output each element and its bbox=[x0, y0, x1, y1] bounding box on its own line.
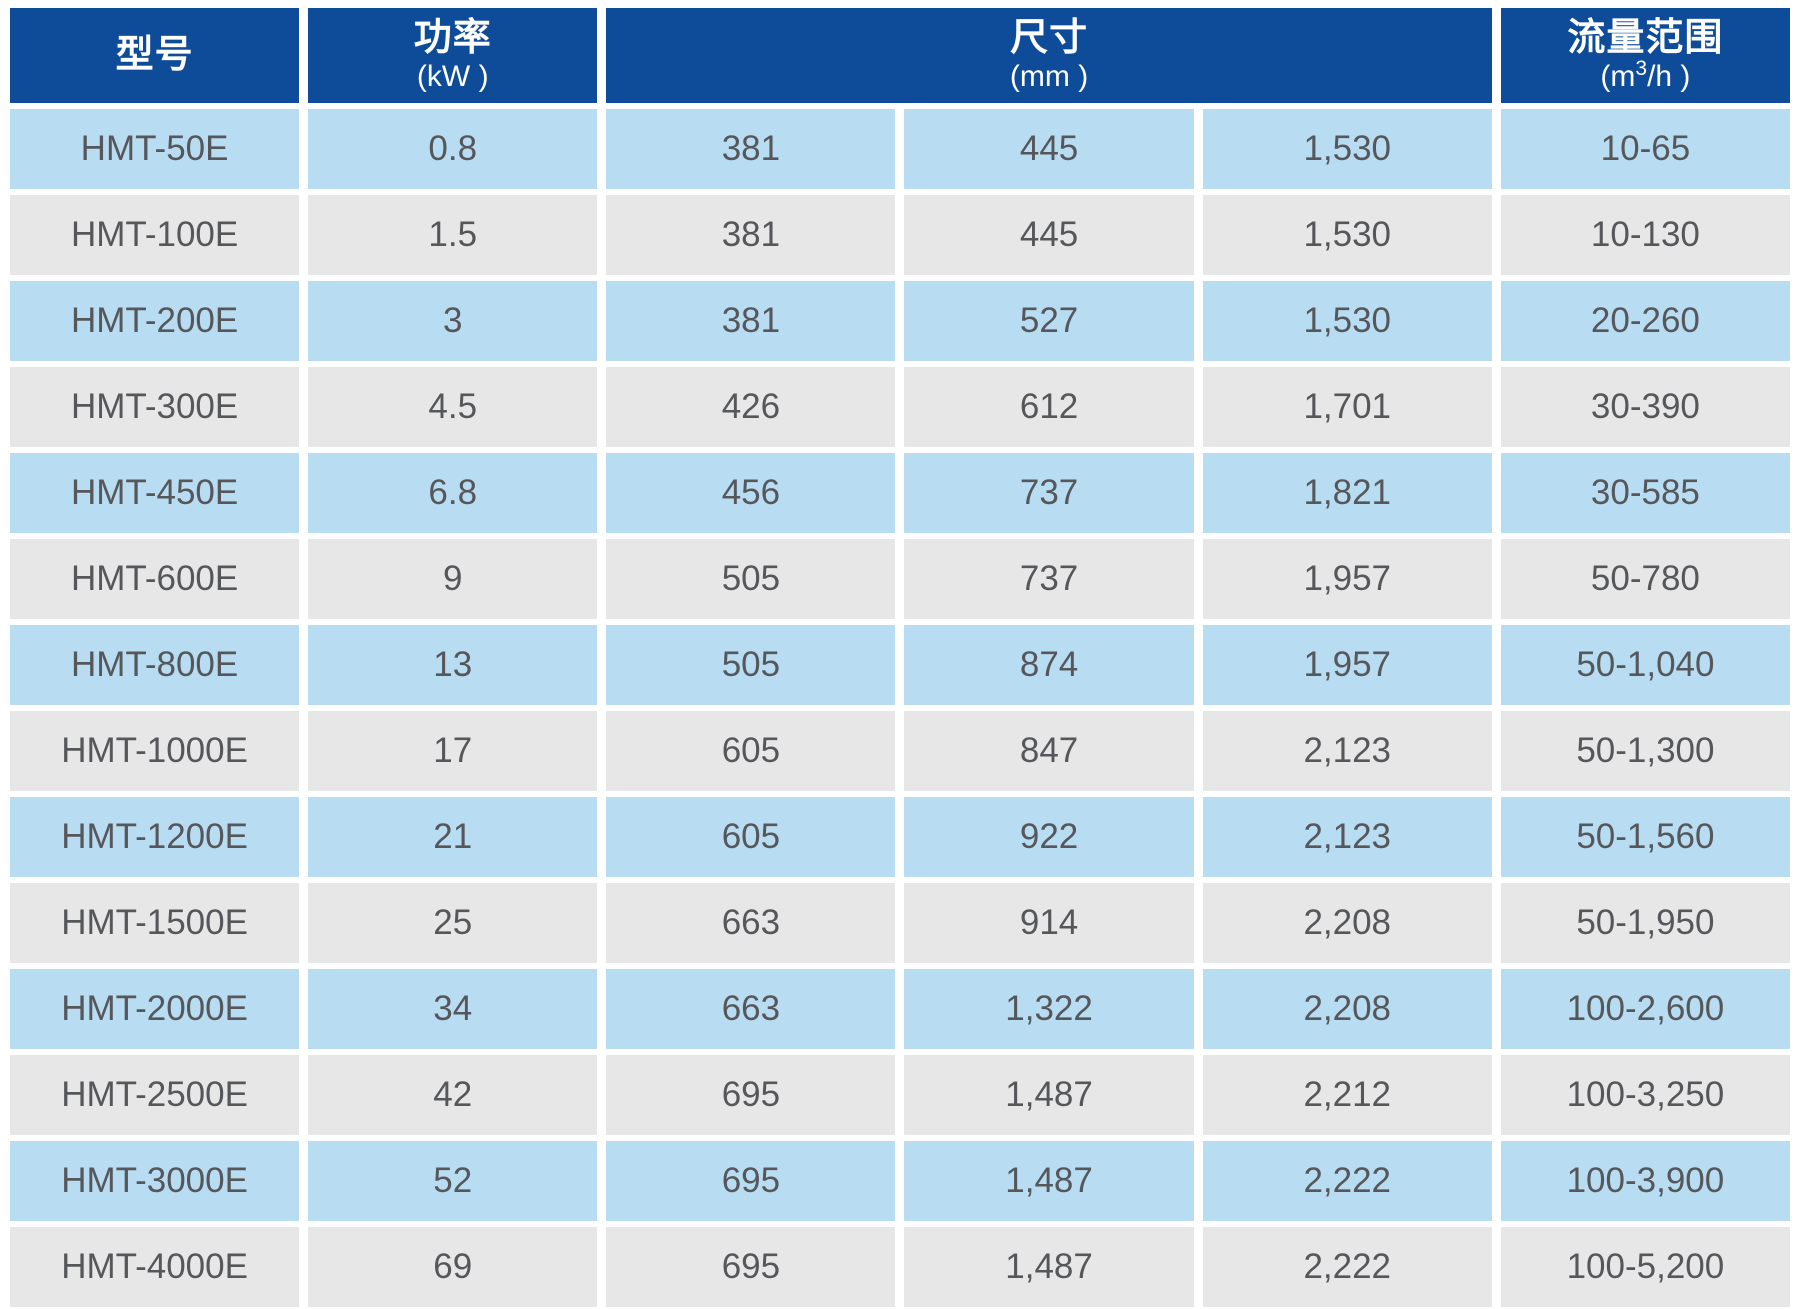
cell-model: HMT-50E bbox=[10, 109, 300, 189]
cell-flow: 50-1,950 bbox=[1500, 883, 1790, 963]
cell-power: 1.5 bbox=[308, 195, 598, 275]
cell-dim3: 2,222 bbox=[1202, 1227, 1492, 1307]
cell-flow: 20-260 bbox=[1500, 281, 1790, 361]
cell-dim2: 914 bbox=[904, 883, 1194, 963]
cell-power: 3 bbox=[308, 281, 598, 361]
cell-dim1: 605 bbox=[606, 711, 896, 791]
cell-flow: 10-130 bbox=[1500, 195, 1790, 275]
cell-dim3: 2,222 bbox=[1202, 1141, 1492, 1221]
cell-flow: 10-65 bbox=[1500, 109, 1790, 189]
cell-dim2: 1,487 bbox=[904, 1227, 1194, 1307]
cell-model: HMT-600E bbox=[10, 539, 300, 619]
cell-model: HMT-2500E bbox=[10, 1055, 300, 1135]
cell-dim1: 663 bbox=[606, 883, 896, 963]
cell-dim3: 2,212 bbox=[1202, 1055, 1492, 1135]
header-title-flow: 流量范围 bbox=[1567, 16, 1724, 59]
cell-flow: 50-780 bbox=[1500, 539, 1790, 619]
cell-dim3: 2,123 bbox=[1202, 797, 1492, 877]
cell-dim3: 1,530 bbox=[1202, 109, 1492, 189]
cell-model: HMT-4000E bbox=[10, 1227, 300, 1307]
cell-model: HMT-3000E bbox=[10, 1141, 300, 1221]
cell-power: 69 bbox=[308, 1227, 598, 1307]
header-unit-power: (kW ) bbox=[416, 59, 489, 93]
header-title-model: 型号 bbox=[115, 33, 194, 76]
cell-dim2: 847 bbox=[904, 711, 1194, 791]
cell-dim1: 663 bbox=[606, 969, 896, 1049]
cell-dim2: 1,487 bbox=[904, 1141, 1194, 1221]
header-cell-flow: 流量范围 (m3/h ) bbox=[1500, 8, 1790, 103]
header-unit-flow: (m3/h ) bbox=[1600, 58, 1691, 93]
cell-model: HMT-100E bbox=[10, 195, 300, 275]
cell-flow: 30-390 bbox=[1500, 367, 1790, 447]
cell-flow: 100-3,250 bbox=[1500, 1055, 1790, 1135]
cell-power: 52 bbox=[308, 1141, 598, 1221]
cell-dim3: 2,208 bbox=[1202, 883, 1492, 963]
cell-dim3: 1,821 bbox=[1202, 453, 1492, 533]
header-cell-model: 型号 bbox=[10, 8, 300, 103]
cell-model: HMT-300E bbox=[10, 367, 300, 447]
header-cell-dimensions: 尺寸 (mm ) bbox=[606, 8, 1492, 103]
cell-flow: 50-1,300 bbox=[1500, 711, 1790, 791]
cell-power: 9 bbox=[308, 539, 598, 619]
cell-dim3: 1,530 bbox=[1202, 281, 1492, 361]
cell-flow: 30-585 bbox=[1500, 453, 1790, 533]
cell-power: 6.8 bbox=[308, 453, 598, 533]
cell-dim1: 426 bbox=[606, 367, 896, 447]
cell-model: HMT-1200E bbox=[10, 797, 300, 877]
cell-power: 21 bbox=[308, 797, 598, 877]
flow-unit-pre: (m bbox=[1600, 59, 1636, 93]
cell-dim3: 1,701 bbox=[1202, 367, 1492, 447]
header-unit-dimensions: (mm ) bbox=[1009, 59, 1089, 93]
cell-power: 0.8 bbox=[308, 109, 598, 189]
cell-dim1: 605 bbox=[606, 797, 896, 877]
cell-dim1: 456 bbox=[606, 453, 896, 533]
header-cell-power: 功率 (kW ) bbox=[308, 8, 598, 103]
cell-flow: 50-1,040 bbox=[1500, 625, 1790, 705]
cell-dim1: 505 bbox=[606, 625, 896, 705]
cell-dim3: 2,123 bbox=[1202, 711, 1492, 791]
cell-flow: 100-5,200 bbox=[1500, 1227, 1790, 1307]
flow-unit-post: /h ) bbox=[1647, 59, 1691, 93]
cell-dim3: 2,208 bbox=[1202, 969, 1492, 1049]
cell-power: 42 bbox=[308, 1055, 598, 1135]
header-title-power: 功率 bbox=[413, 16, 492, 59]
cell-dim2: 737 bbox=[904, 539, 1194, 619]
cell-dim3: 1,957 bbox=[1202, 539, 1492, 619]
cell-power: 17 bbox=[308, 711, 598, 791]
cell-flow: 100-2,600 bbox=[1500, 969, 1790, 1049]
cell-dim2: 1,487 bbox=[904, 1055, 1194, 1135]
cell-model: HMT-800E bbox=[10, 625, 300, 705]
cell-dim1: 505 bbox=[606, 539, 896, 619]
header-title-dimensions: 尺寸 bbox=[1010, 16, 1089, 59]
cell-dim2: 445 bbox=[904, 195, 1194, 275]
cell-dim2: 874 bbox=[904, 625, 1194, 705]
cell-model: HMT-450E bbox=[10, 453, 300, 533]
cell-dim3: 1,957 bbox=[1202, 625, 1492, 705]
cell-flow: 50-1,560 bbox=[1500, 797, 1790, 877]
cell-model: HMT-200E bbox=[10, 281, 300, 361]
cell-power: 25 bbox=[308, 883, 598, 963]
cell-flow: 100-3,900 bbox=[1500, 1141, 1790, 1221]
cell-dim2: 737 bbox=[904, 453, 1194, 533]
cell-dim1: 381 bbox=[606, 195, 896, 275]
cell-dim1: 695 bbox=[606, 1227, 896, 1307]
cell-dim1: 695 bbox=[606, 1055, 896, 1135]
cell-dim2: 922 bbox=[904, 797, 1194, 877]
cell-dim1: 695 bbox=[606, 1141, 896, 1221]
flow-unit-sup: 3 bbox=[1635, 56, 1648, 80]
cell-dim1: 381 bbox=[606, 281, 896, 361]
cell-dim1: 381 bbox=[606, 109, 896, 189]
cell-dim2: 612 bbox=[904, 367, 1194, 447]
cell-dim2: 445 bbox=[904, 109, 1194, 189]
cell-model: HMT-1500E bbox=[10, 883, 300, 963]
cell-dim3: 1,530 bbox=[1202, 195, 1492, 275]
cell-model: HMT-2000E bbox=[10, 969, 300, 1049]
cell-power: 13 bbox=[308, 625, 598, 705]
cell-dim2: 527 bbox=[904, 281, 1194, 361]
cell-model: HMT-1000E bbox=[10, 711, 300, 791]
cell-power: 4.5 bbox=[308, 367, 598, 447]
cell-power: 34 bbox=[308, 969, 598, 1049]
cell-dim2: 1,322 bbox=[904, 969, 1194, 1049]
